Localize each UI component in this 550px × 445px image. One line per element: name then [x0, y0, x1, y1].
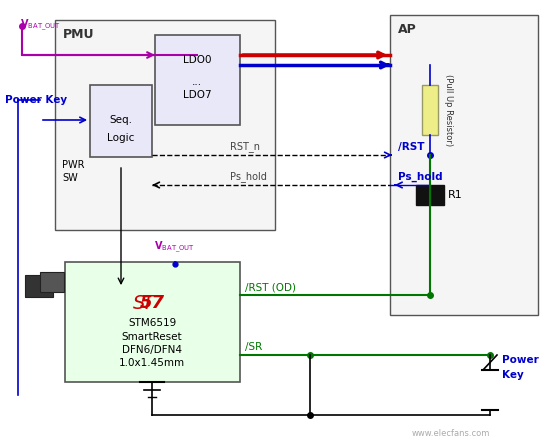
- Bar: [65, 262, 240, 382]
- Text: R1: R1: [448, 190, 463, 200]
- Bar: [25, 275, 53, 297]
- Text: RST_n: RST_n: [230, 141, 260, 152]
- Text: STM6519: STM6519: [128, 318, 176, 328]
- Text: Seq.: Seq.: [109, 115, 133, 125]
- Text: SmartReset: SmartReset: [122, 332, 182, 342]
- Text: Power: Power: [502, 355, 539, 365]
- Text: Logic: Logic: [107, 133, 135, 143]
- Text: PMU: PMU: [63, 28, 95, 41]
- Bar: [390, 15, 538, 315]
- Text: /RST: /RST: [398, 142, 425, 152]
- Text: Power Key: Power Key: [5, 95, 67, 105]
- Text: LDO7: LDO7: [183, 90, 211, 100]
- Text: V$_{\mathrm{BAT\_OUT}}$: V$_{\mathrm{BAT\_OUT}}$: [20, 18, 61, 33]
- Text: SW: SW: [62, 173, 78, 183]
- Text: AP: AP: [398, 23, 417, 36]
- Text: /RST (OD): /RST (OD): [245, 282, 296, 292]
- Text: V$_{\mathrm{BAT\_OUT}}$: V$_{\mathrm{BAT\_OUT}}$: [155, 240, 195, 255]
- Text: LDO0: LDO0: [183, 55, 211, 65]
- Bar: [422, 85, 438, 135]
- Text: (Pull Up Resistor): (Pull Up Resistor): [444, 74, 453, 146]
- Text: Ps_hold: Ps_hold: [398, 172, 443, 182]
- Bar: [55, 20, 275, 230]
- Text: $\mathbf{\mathit{S\!T}}$: $\mathbf{\mathit{S\!T}}$: [132, 294, 156, 313]
- Text: www.elecfans.com: www.elecfans.com: [411, 429, 490, 438]
- Bar: [40, 272, 64, 292]
- Text: ...: ...: [192, 77, 202, 87]
- Bar: [155, 35, 240, 125]
- Text: DFN6/DFN4: DFN6/DFN4: [122, 345, 182, 355]
- Text: 57: 57: [140, 294, 164, 312]
- Bar: [416, 185, 444, 205]
- Text: /SR: /SR: [245, 342, 262, 352]
- Text: Key: Key: [502, 370, 524, 380]
- Text: Ps_hold: Ps_hold: [230, 171, 267, 182]
- Text: 1.0x1.45mm: 1.0x1.45mm: [119, 358, 185, 368]
- Text: PWR: PWR: [62, 160, 85, 170]
- Bar: [90, 85, 152, 157]
